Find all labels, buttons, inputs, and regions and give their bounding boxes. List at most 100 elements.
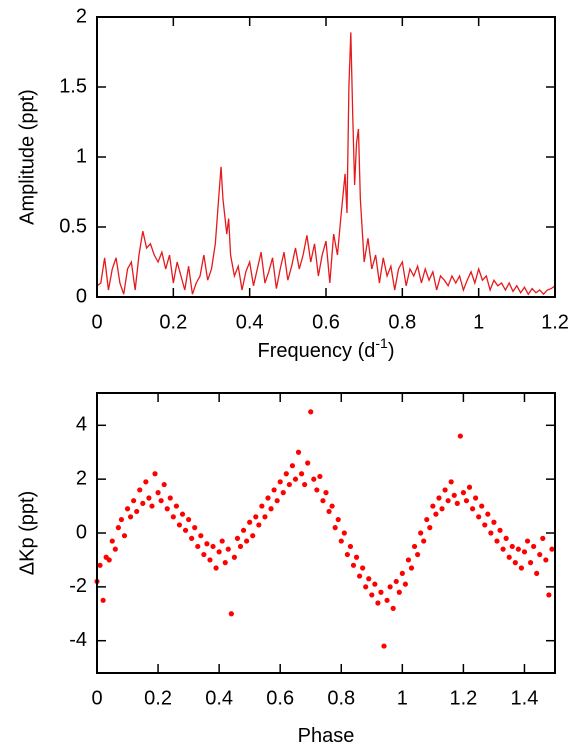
- data-point: [112, 546, 118, 552]
- data-point: [506, 554, 512, 560]
- x-axis-label-part: Frequency (d: [258, 340, 376, 362]
- x-axis-label-part: ): [388, 340, 395, 362]
- data-point: [127, 514, 134, 520]
- data-point: [369, 592, 375, 598]
- data-point: [274, 498, 280, 504]
- data-point: [152, 471, 158, 477]
- data-point: [121, 533, 128, 539]
- data-point: [531, 543, 537, 550]
- data-point: [442, 487, 448, 493]
- data-point: [353, 554, 360, 560]
- data-point: [491, 519, 497, 525]
- data-point: [418, 530, 424, 536]
- data-point: [167, 495, 173, 501]
- plot-frame: [96, 16, 556, 298]
- data-point: [308, 409, 314, 415]
- x-tick-label: 1.4: [511, 687, 539, 709]
- data-point: [372, 581, 378, 587]
- data-point: [323, 490, 329, 496]
- data-point: [521, 549, 528, 555]
- data-point: [198, 533, 204, 539]
- data-point: [457, 433, 463, 439]
- data-point: [375, 600, 381, 606]
- y-axis-label: ΔKp (ppt): [16, 491, 38, 576]
- data-point: [237, 543, 244, 550]
- data-point: [512, 560, 518, 566]
- data-point: [347, 543, 354, 550]
- data-point: [460, 490, 466, 496]
- data-point: [189, 535, 195, 541]
- data-point: [247, 519, 253, 525]
- x-tick-label: 0.2: [144, 687, 172, 709]
- data-point: [469, 506, 476, 512]
- x-tick-label: 0.6: [312, 311, 340, 333]
- data-point: [149, 503, 155, 509]
- data-point: [231, 554, 237, 560]
- y-tick-label: 1: [76, 145, 87, 167]
- data-point: [195, 543, 201, 550]
- data-point: [390, 605, 396, 611]
- data-point: [378, 589, 384, 595]
- data-point: [463, 498, 470, 504]
- data-point: [320, 498, 326, 504]
- data-point: [143, 479, 149, 485]
- y-tick-label: -2: [69, 575, 87, 597]
- data-point: [503, 535, 509, 541]
- data-point: [305, 460, 311, 466]
- data-point: [268, 506, 274, 512]
- spectrum-line: [96, 32, 556, 296]
- data-point: [527, 560, 534, 566]
- data-point: [421, 538, 427, 544]
- y-axis-label: Amplitude (ppt): [16, 89, 38, 225]
- x-axis-label: Frequency (d-1): [258, 335, 395, 363]
- data-point: [240, 527, 247, 533]
- data-point: [140, 500, 146, 506]
- data-point: [509, 543, 515, 550]
- data-point: [534, 570, 540, 576]
- data-point: [271, 487, 277, 493]
- data-point: [427, 525, 433, 531]
- data-point: [350, 562, 357, 568]
- data-point: [311, 476, 317, 482]
- data-point: [332, 525, 338, 531]
- y-tick-label: 4: [76, 414, 87, 436]
- x-tick-label: 0.8: [327, 687, 355, 709]
- x-tick-label: 0.8: [388, 311, 416, 333]
- data-point: [283, 471, 289, 477]
- data-point: [424, 516, 430, 523]
- data-point: [546, 592, 552, 598]
- data-point: [292, 476, 299, 482]
- x-tick-label: 0.6: [266, 687, 294, 709]
- data-point: [262, 514, 268, 520]
- data-point: [439, 506, 445, 512]
- data-point: [186, 516, 192, 523]
- data-point: [265, 495, 271, 501]
- y-tick-label: 0.5: [59, 215, 87, 237]
- panel: -4 -2 0 2 4 0 0.2 0.4 0.6 0.8 1 1.2 1.4 ΔKp (ppt) Phas…: [16, 392, 556, 747]
- data-point: [280, 490, 286, 496]
- data-point: [488, 530, 494, 536]
- data-point: [170, 514, 176, 520]
- data-point: [155, 490, 161, 496]
- data-point: [182, 527, 189, 533]
- data-point: [497, 527, 503, 533]
- panel: 0 0.5 1 1.5 2 0 0.2 0.4 0.6 0.8 1 1.2 Amplitude (ppt…: [16, 5, 569, 362]
- x-tick-label: 1: [473, 311, 484, 333]
- data-point: [326, 508, 332, 515]
- x-axis-label: Phase: [298, 725, 355, 747]
- data-point: [473, 495, 479, 501]
- data-point: [115, 525, 121, 531]
- data-point: [192, 525, 198, 531]
- data-point: [540, 535, 546, 541]
- data-point: [494, 538, 500, 544]
- data-point: [479, 503, 485, 509]
- y-tick-label: 2: [76, 467, 87, 489]
- data-point: [244, 538, 250, 544]
- data-point: [451, 492, 457, 498]
- data-point: [549, 546, 555, 552]
- data-point: [286, 481, 292, 488]
- data-point: [250, 533, 256, 539]
- data-point: [97, 562, 103, 568]
- data-point: [387, 584, 393, 590]
